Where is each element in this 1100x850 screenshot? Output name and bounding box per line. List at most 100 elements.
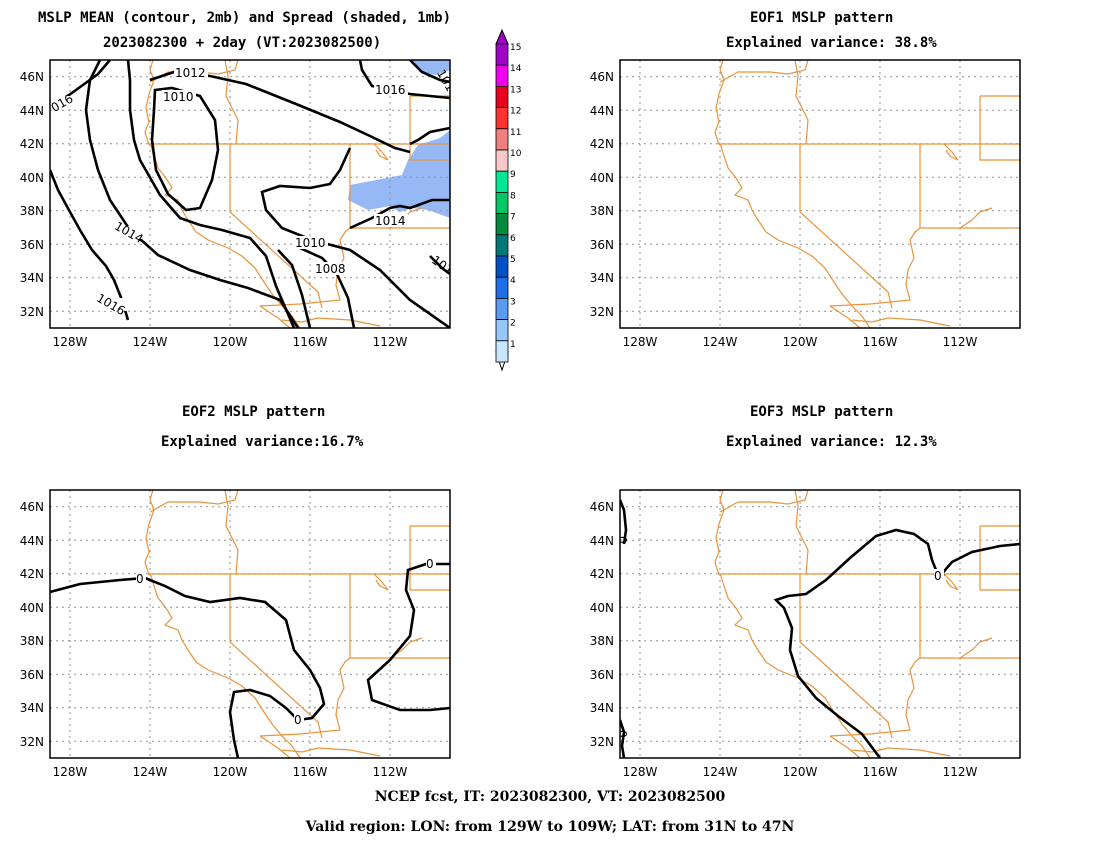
lon-tick: 120W [783,335,818,349]
colorbar-label: 2 [510,319,516,329]
colorbar-swatch [495,107,509,130]
colorbar-swatch [495,319,509,342]
eof3-variance: Explained variance: 12.3% [726,434,937,450]
lon-tick: 124W [133,335,168,349]
contour-label: 0 [934,569,942,583]
colorbar-swatch [495,86,509,109]
lat-tick: 38N [20,634,44,648]
colorbar-swatch [495,170,509,193]
lat-tick: 42N [590,137,614,151]
eof1-map [619,59,1021,329]
colorbar-label: 9 [510,170,516,180]
eof2-variance: Explained variance:16.7% [161,434,364,450]
mean-title-line1: MSLP MEAN (contour, 2mb) and Spread (sha… [38,10,452,26]
colorbar-swatch [495,297,509,320]
lat-tick: 40N [20,601,44,615]
eof3-map: 0 0 0 [615,489,1021,759]
lon-tick: 120W [213,765,248,779]
lon-tick: 112W [943,335,978,349]
lon-tick: 128W [623,335,658,349]
lat-tick: 34N [20,701,44,715]
lat-tick: 32N [590,305,614,319]
lon-tick: 128W [53,335,88,349]
eof2-lon-axis: 128W 124W 120W 116W 112W [53,765,408,779]
contour-label: 0 [136,572,144,586]
lat-tick: 34N [20,271,44,285]
colorbar-swatch [495,128,509,151]
contour-label: 1016 [375,83,406,97]
colorbar-swatch [495,191,509,214]
colorbar-top-arrow [495,28,509,45]
lon-tick: 128W [53,765,88,779]
lon-tick: 124W [703,765,738,779]
mean-lon-axis: 128W 124W 120W 116W 112W [53,335,408,349]
lat-tick: 36N [20,238,44,252]
contour-label: 1010 [295,236,326,250]
eof3-title: EOF3 MSLP pattern [750,404,894,420]
colorbar-label: 3 [510,297,516,307]
colorbar-label: 7 [510,213,516,223]
colorbar-swatch [495,255,509,278]
lat-tick: 36N [20,668,44,682]
contour-label: 016 [49,91,76,115]
eof3-contour-labels: 0 0 0 [615,536,944,738]
colorbar-swatch [495,234,509,257]
contour-label: 1014 [112,219,145,246]
colorbar-swatch [495,149,509,172]
mean-map: 1012 1010 1016 016 1014 1010 1008 1014 [49,59,456,329]
colorbar-label: 15 [510,43,521,53]
lat-tick: 32N [20,305,44,319]
colorbar-swatch [495,340,509,363]
contour-label: 1008 [315,262,346,276]
eof2-lat-axis: 46N 44N 42N 40N 38N 36N 34N 32N [20,500,44,749]
eof1-variance: Explained variance: 38.8% [726,35,937,51]
lat-tick: 42N [20,137,44,151]
lat-tick: 44N [20,534,44,548]
colorbar-label: 1 [510,340,516,350]
lat-tick: 38N [590,634,614,648]
mean-lat-axis: 46N 44N 42N 40N 38N 36N 34N 32N [20,70,44,319]
colorbar-label: 11 [510,128,521,138]
eof1-title: EOF1 MSLP pattern [750,10,894,26]
lon-tick: 120W [783,765,818,779]
eof1-lat-axis: 46N 44N 42N 40N 38N 36N 34N 32N [590,70,614,319]
footer-forecast-info: NCEP fcst, IT: 2023082300, VT: 202308250… [374,789,726,805]
lat-tick: 46N [20,500,44,514]
contour-label: 1016 [94,291,127,318]
lon-tick: 124W [133,765,168,779]
eof2-contour-labels: 0 0 0 [136,557,436,727]
colorbar-swatch [495,213,509,236]
lat-tick: 40N [590,171,614,185]
contour-label: 0 [426,557,434,571]
colorbar-label: 4 [510,276,516,286]
lat-tick: 32N [20,735,44,749]
lat-tick: 38N [590,204,614,218]
lon-tick: 112W [373,335,408,349]
contour-label: 101 [429,253,456,278]
lon-tick: 112W [943,765,978,779]
lon-tick: 116W [863,335,898,349]
lat-tick: 46N [20,70,44,84]
lat-tick: 34N [590,271,614,285]
mean-title-line2: 2023082300 + 2day (VT:2023082500) [103,35,382,51]
footer-valid-region: Valid region: LON: from 129W to 109W; LA… [305,819,795,835]
eof2-map: 0 0 0 [49,489,451,759]
contour-label: 0 [294,713,302,727]
contour-label: 1012 [175,66,206,80]
lon-tick: 112W [373,765,408,779]
lat-tick: 46N [590,500,614,514]
lat-tick: 42N [590,567,614,581]
contour-label: 1014 [375,214,406,228]
colorbar-swatch [495,276,509,299]
eof1-lon-axis: 128W 124W 120W 116W 112W [623,335,978,349]
colorbar-label: 13 [510,85,521,95]
contour-label: 0 [615,730,629,738]
eof3-lat-axis: 46N 44N 42N 40N 38N 36N 34N 32N [590,500,614,749]
colorbar-label: 14 [510,64,522,74]
lat-tick: 44N [590,534,614,548]
lat-tick: 36N [590,668,614,682]
contour-label: 1010 [163,90,194,104]
colorbar-label: 5 [510,255,516,265]
eof2-contours [50,562,450,758]
